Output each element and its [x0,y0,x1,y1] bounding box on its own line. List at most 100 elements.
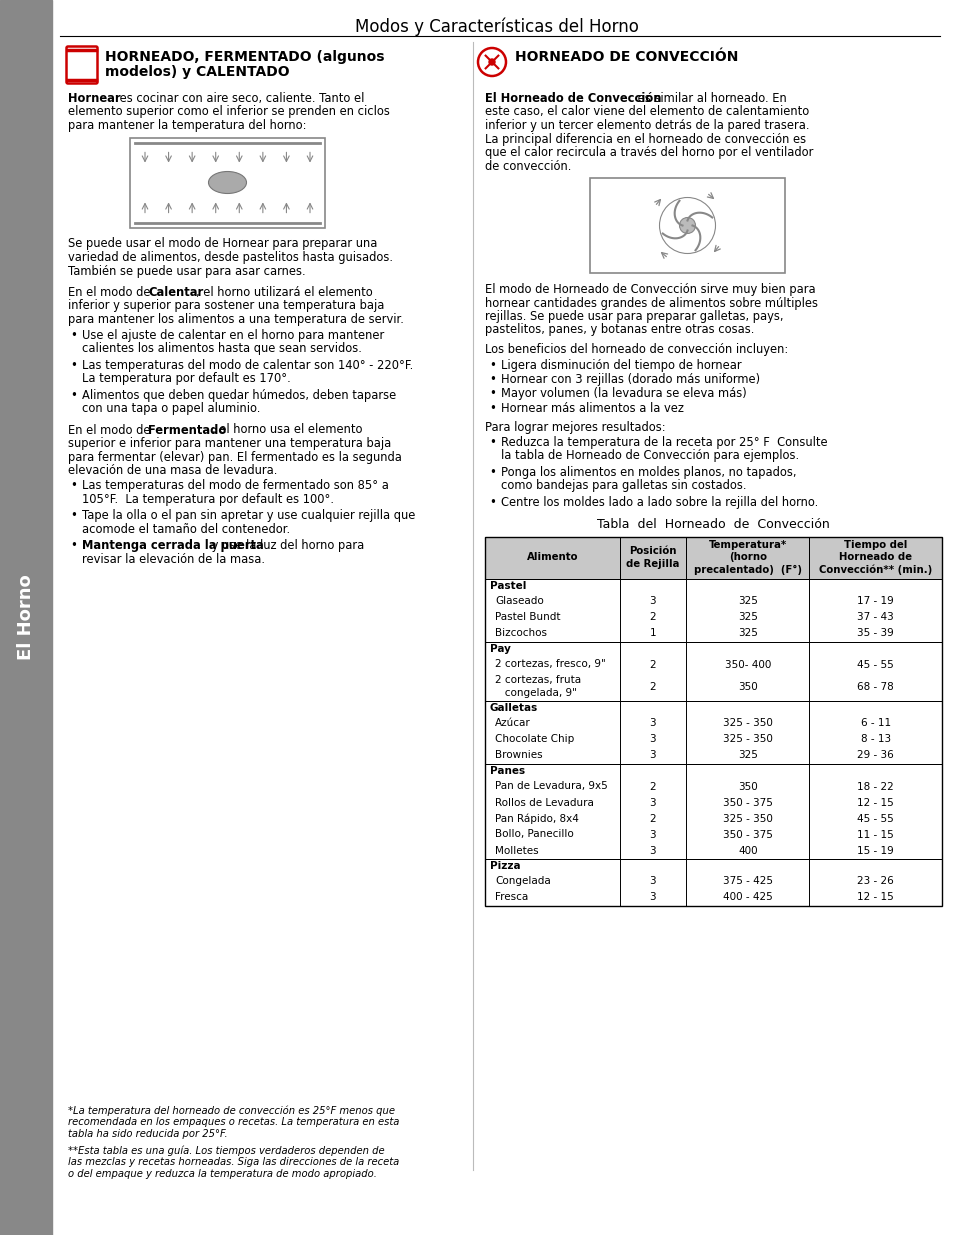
Text: 3: 3 [649,893,656,903]
Text: 17 - 19: 17 - 19 [857,597,893,606]
Text: El Horno: El Horno [17,574,35,659]
Text: Hornear con 3 rejillas (dorado más uniforme): Hornear con 3 rejillas (dorado más unifo… [500,373,760,387]
Text: 105°F.  La temperatura por default es 100°.: 105°F. La temperatura por default es 100… [82,493,334,506]
FancyBboxPatch shape [67,47,97,84]
Text: 3: 3 [649,877,656,887]
Text: 3: 3 [649,830,656,840]
Text: 18 - 22: 18 - 22 [857,782,893,792]
Text: variedad de alimentos, desde pastelitos hasta guisados.: variedad de alimentos, desde pastelitos … [68,251,393,264]
Text: 1: 1 [649,629,656,638]
Text: La principal diferencia en el horneado de convección es: La principal diferencia en el horneado d… [484,132,805,146]
Text: •: • [489,436,496,450]
Text: 3: 3 [649,751,656,761]
Text: 45 - 55: 45 - 55 [857,814,893,824]
Text: 2: 2 [649,814,656,824]
Text: Las temperaturas del modo de calentar son 140° - 220°F.: Las temperaturas del modo de calentar so… [82,358,413,372]
Text: La temperatura por default es 170°.: La temperatura por default es 170°. [82,372,291,385]
Text: Tabla  del  Horneado  de  Convección: Tabla del Horneado de Convección [597,519,829,531]
Text: es similar al horneado. En: es similar al horneado. En [634,91,786,105]
Text: •: • [70,358,77,372]
Text: 325: 325 [737,751,757,761]
Text: Congelada: Congelada [495,877,550,887]
Text: 2: 2 [649,682,656,692]
Text: 12 - 15: 12 - 15 [857,893,893,903]
Text: Azúcar: Azúcar [495,719,530,729]
Text: •: • [70,389,77,401]
Text: •: • [489,373,496,387]
Text: 23 - 26: 23 - 26 [857,877,893,887]
Text: 35 - 39: 35 - 39 [857,629,893,638]
Text: elevación de una masa de levadura.: elevación de una masa de levadura. [68,464,277,477]
Text: El Horneado de Convección: El Horneado de Convección [484,91,660,105]
Text: 2: 2 [649,782,656,792]
Bar [484,536,941,578]
Text: las mezclas y recetas horneadas. Siga las direcciones de la receta: las mezclas y recetas horneadas. Siga la… [68,1157,399,1167]
Text: **Esta tabla es una guía. Los tiempos verdaderos dependen de: **Esta tabla es una guía. Los tiempos ve… [68,1145,384,1156]
Text: 350: 350 [737,682,757,692]
Text: , el horno utilizará el elemento: , el horno utilizará el elemento [195,287,373,299]
Text: Use el ajuste de calentar en el horno para mantener: Use el ajuste de calentar en el horno pa… [82,329,384,342]
Text: Ponga los alimentos en moldes planos, no tapados,: Ponga los alimentos en moldes planos, no… [500,466,796,479]
Text: 12 - 15: 12 - 15 [857,798,893,808]
Text: 325 - 350: 325 - 350 [722,719,772,729]
Text: para fermentar (elevar) pan. El fermentado es la segunda: para fermentar (elevar) pan. El fermenta… [68,451,401,463]
Text: acomode el tamaño del contenedor.: acomode el tamaño del contenedor. [82,522,290,536]
Text: Mayor volumen (la levadura se eleva más): Mayor volumen (la levadura se eleva más) [500,388,746,400]
Text: 350- 400: 350- 400 [724,659,770,669]
Text: *La temperatura del horneado de convección es 25°F menos que: *La temperatura del horneado de convecci… [68,1105,395,1115]
Text: modelos) y CALENTADO: modelos) y CALENTADO [105,65,290,79]
Text: para mantener la temperatura del horno:: para mantener la temperatura del horno: [68,119,306,132]
Text: 6 - 11: 6 - 11 [860,719,890,729]
Text: 2: 2 [649,613,656,622]
Text: rejillas. Se puede usar para preparar galletas, pays,: rejillas. Se puede usar para preparar ga… [484,310,782,324]
Text: •: • [70,479,77,493]
Text: 3: 3 [649,846,656,856]
Text: este caso, el calor viene del elemento de calentamiento: este caso, el calor viene del elemento d… [484,105,808,119]
Text: 350 - 375: 350 - 375 [722,798,772,808]
Text: Panes: Panes [490,766,524,776]
Text: Centre los moldes lado a lado sobre la rejilla del horno.: Centre los moldes lado a lado sobre la r… [500,496,818,509]
Text: 400 - 425: 400 - 425 [722,893,772,903]
Text: que el calor recircula a través del horno por el ventilador: que el calor recircula a través del horn… [484,146,813,159]
Text: Pan Rápido, 8x4: Pan Rápido, 8x4 [495,814,578,824]
Ellipse shape [209,172,246,194]
Text: inferior y un tercer elemento detrás de la pared trasera.: inferior y un tercer elemento detrás de … [484,119,809,132]
Text: 325 - 350: 325 - 350 [722,814,772,824]
Text: 8 - 13: 8 - 13 [860,735,890,745]
Text: 325 - 350: 325 - 350 [722,735,772,745]
Text: 2 cortezas, fruta: 2 cortezas, fruta [495,676,580,685]
Text: tabla ha sido reducida por 25°F.: tabla ha sido reducida por 25°F. [68,1129,228,1139]
Text: congelada, 9": congelada, 9" [495,688,577,698]
Text: 375 - 425: 375 - 425 [722,877,772,887]
Text: HORNEADO DE CONVECCIÓN: HORNEADO DE CONVECCIÓN [515,49,738,64]
Text: El modo de Horneado de Convección sirve muy bien para: El modo de Horneado de Convección sirve … [484,283,815,296]
Circle shape [489,59,495,65]
Text: Ligera disminución del tiempo de hornear: Ligera disminución del tiempo de hornear [500,358,740,372]
Text: Para lograr mejores resultados:: Para lograr mejores resultados: [484,420,665,433]
Text: es cocinar con aire seco, caliente. Tanto el: es cocinar con aire seco, caliente. Tant… [116,91,364,105]
Text: para mantener los alimentos a una temperatura de servir.: para mantener los alimentos a una temper… [68,312,403,326]
Text: También se puede usar para asar carnes.: También se puede usar para asar carnes. [68,264,305,278]
Text: 68 - 78: 68 - 78 [857,682,893,692]
Text: •: • [489,496,496,509]
Bar [0,0,52,1235]
Text: con una tapa o papel aluminio.: con una tapa o papel aluminio. [82,403,260,415]
Text: 350 - 375: 350 - 375 [722,830,772,840]
Text: 325: 325 [737,629,757,638]
Text: Modos y Características del Horno: Modos y Características del Horno [355,19,639,37]
Text: 2 cortezas, fresco, 9": 2 cortezas, fresco, 9" [495,659,605,669]
Text: Pastel Bundt: Pastel Bundt [495,613,560,622]
Text: •: • [70,510,77,522]
Text: •: • [70,329,77,342]
Text: En el modo de: En el modo de [68,424,154,436]
Text: 325: 325 [737,613,757,622]
Text: Se puede usar el modo de Hornear para preparar una: Se puede usar el modo de Hornear para pr… [68,237,377,251]
Text: Tape la olla o el pan sin apretar y use cualquier rejilla que: Tape la olla o el pan sin apretar y use … [82,510,415,522]
Text: Fermentado: Fermentado [148,424,226,436]
Text: elemento superior como el inferior se prenden en ciclos: elemento superior como el inferior se pr… [68,105,390,119]
Text: Hornear más alimentos a la vez: Hornear más alimentos a la vez [500,403,683,415]
Text: Chocolate Chip: Chocolate Chip [495,735,574,745]
Text: la tabla de Horneado de Convección para ejemplos.: la tabla de Horneado de Convección para … [500,450,799,462]
Text: 350: 350 [737,782,757,792]
Text: y use la luz del horno para: y use la luz del horno para [208,540,364,552]
